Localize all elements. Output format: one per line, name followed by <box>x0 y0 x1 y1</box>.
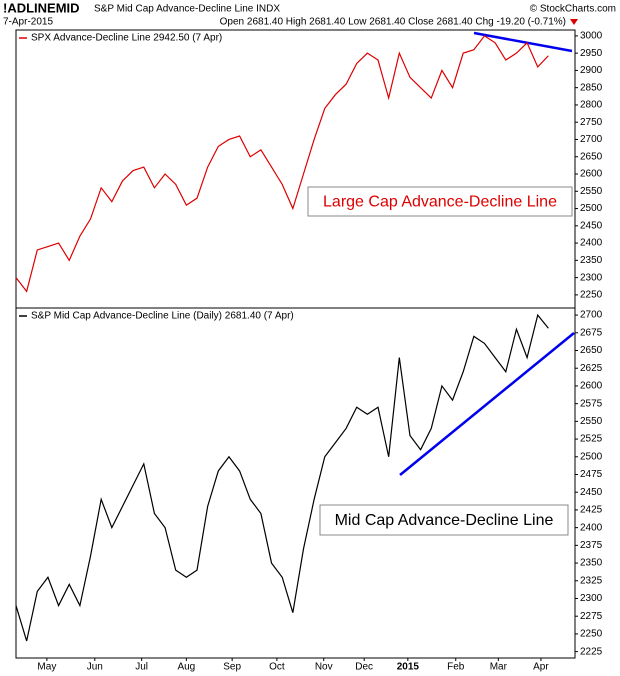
symbol-name: S&P Mid Cap Advance-Decline Line INDX <box>94 4 280 15</box>
y-tick-label: 2500 <box>580 203 603 214</box>
y-tick-label: 2525 <box>580 434 603 445</box>
x-tick-label: Jun <box>87 662 103 673</box>
y-tick-label: 2800 <box>580 100 603 111</box>
y-tick-label: 2475 <box>580 469 603 480</box>
annotation: Large Cap Advance-Decline Line <box>323 194 557 211</box>
x-tick-label: Sep <box>223 662 241 673</box>
y-tick-label: 2250 <box>580 290 603 301</box>
x-tick-label: Nov <box>315 662 333 673</box>
annotation-box <box>307 186 573 217</box>
y-tick-label: 2650 <box>580 151 603 162</box>
y-tick-label: 2550 <box>580 416 603 427</box>
x-tick-label: Jul <box>135 662 148 673</box>
y-tick-label: 2575 <box>580 398 603 409</box>
y-tick-label: 2700 <box>580 134 603 145</box>
y-tick-label: 2600 <box>580 169 603 180</box>
x-tick-label: Aug <box>177 662 195 673</box>
x-tick-label: May <box>37 662 56 673</box>
trend-line <box>399 332 575 476</box>
y-tick-label: 2400 <box>580 522 603 533</box>
y-tick-label: 2400 <box>580 238 603 249</box>
y-tick-label: 2950 <box>580 48 603 59</box>
y-tick-label: 2275 <box>580 611 603 622</box>
y-tick-label: 2450 <box>580 220 603 231</box>
panel-frame <box>15 307 576 659</box>
x-tick-label: Feb <box>447 662 465 673</box>
trend-line <box>473 31 573 53</box>
y-tick-label: 3000 <box>580 31 603 42</box>
y-tick-label: 2300 <box>580 593 603 604</box>
annotation-box <box>319 504 569 536</box>
y-tick-label: 2350 <box>580 558 603 569</box>
y-tick-label: 2250 <box>580 629 603 640</box>
symbol: !ADLINEMID <box>3 0 80 15</box>
x-tick-label: Apr <box>533 662 549 673</box>
y-tick-label: 2900 <box>580 65 603 76</box>
x-tick-label: Mar <box>490 662 508 673</box>
down-arrow <box>570 19 578 25</box>
y-tick-label: 2350 <box>580 255 603 266</box>
series-line <box>15 35 549 293</box>
y-tick-label: 2600 <box>580 381 603 392</box>
series-line <box>15 313 549 642</box>
y-tick-label: 2300 <box>580 272 603 283</box>
y-tick-label: 2700 <box>580 310 603 321</box>
y-tick-label: 2375 <box>580 540 603 551</box>
x-tick-label: Dec <box>355 662 373 673</box>
legend-label: S&P Mid Cap Advance-Decline Line (Daily)… <box>31 311 294 322</box>
y-tick-label: 2500 <box>580 451 603 462</box>
y-tick-label: 2675 <box>580 327 603 338</box>
legend-label: SPX Advance-Decline Line 2942.50 (7 Apr) <box>31 33 222 44</box>
y-tick-label: 2550 <box>580 186 603 197</box>
y-tick-label: 2625 <box>580 363 603 374</box>
y-tick-label: 2750 <box>580 117 603 128</box>
y-tick-label: 2650 <box>580 345 603 356</box>
y-tick-label: 2850 <box>580 82 603 93</box>
x-tick-label: Oct <box>269 662 285 673</box>
x-tick-label: 2015 <box>397 662 420 673</box>
y-tick-label: 2450 <box>580 487 603 498</box>
y-tick-label: 2425 <box>580 505 603 516</box>
annotation: Mid Cap Advance-Decline Line <box>335 512 554 529</box>
y-tick-label: 2225 <box>580 646 603 657</box>
y-tick-label: 2325 <box>580 575 603 586</box>
credit: © StockCharts.com <box>530 4 616 15</box>
date: 7-Apr-2015 <box>3 17 53 28</box>
quote: Open 2681.40 High 2681.40 Low 2681.40 Cl… <box>220 17 566 28</box>
